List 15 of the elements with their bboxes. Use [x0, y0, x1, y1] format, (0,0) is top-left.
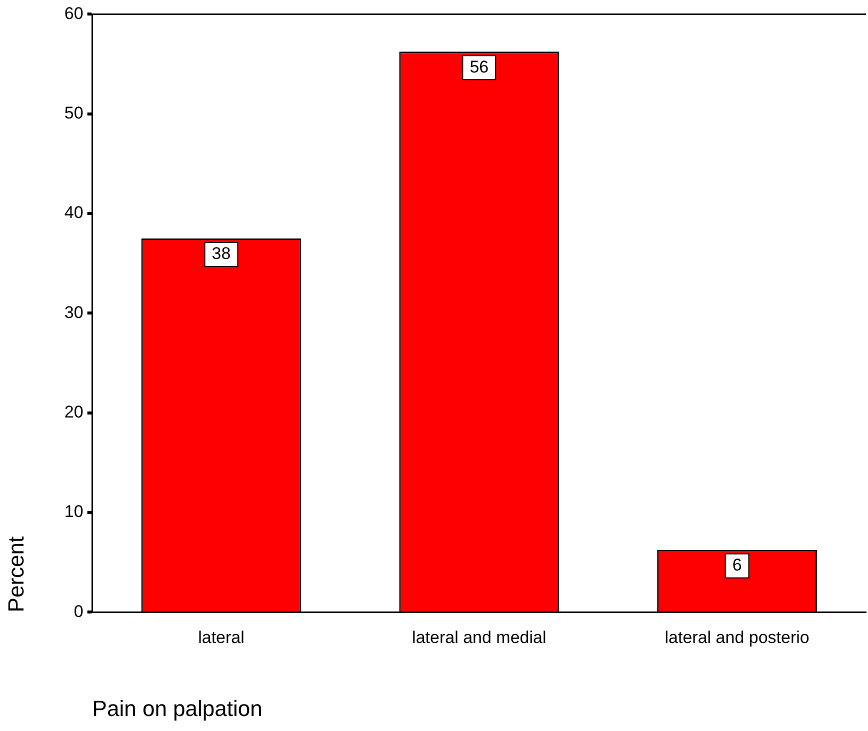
- y-tick-label: 0: [74, 602, 84, 621]
- x-tick-label: lateral: [198, 628, 244, 648]
- x-tick-label: lateral and medial: [412, 628, 546, 648]
- data-label: 56: [470, 57, 489, 76]
- y-axis-title: Percent: [3, 536, 28, 612]
- x-axis-title: Pain on palpation: [92, 696, 262, 721]
- data-label: 6: [732, 556, 742, 575]
- y-tick-label: 20: [64, 402, 84, 422]
- x-tick-label: lateral and posterio: [664, 628, 810, 648]
- y-tick-label: 40: [64, 203, 84, 222]
- y-tick-label: 10: [64, 502, 84, 522]
- y-tick-label: 50: [64, 104, 84, 123]
- y-tick-label: 30: [64, 302, 84, 322]
- y-tick-label: 60: [64, 4, 84, 23]
- data-label: 38: [212, 244, 231, 264]
